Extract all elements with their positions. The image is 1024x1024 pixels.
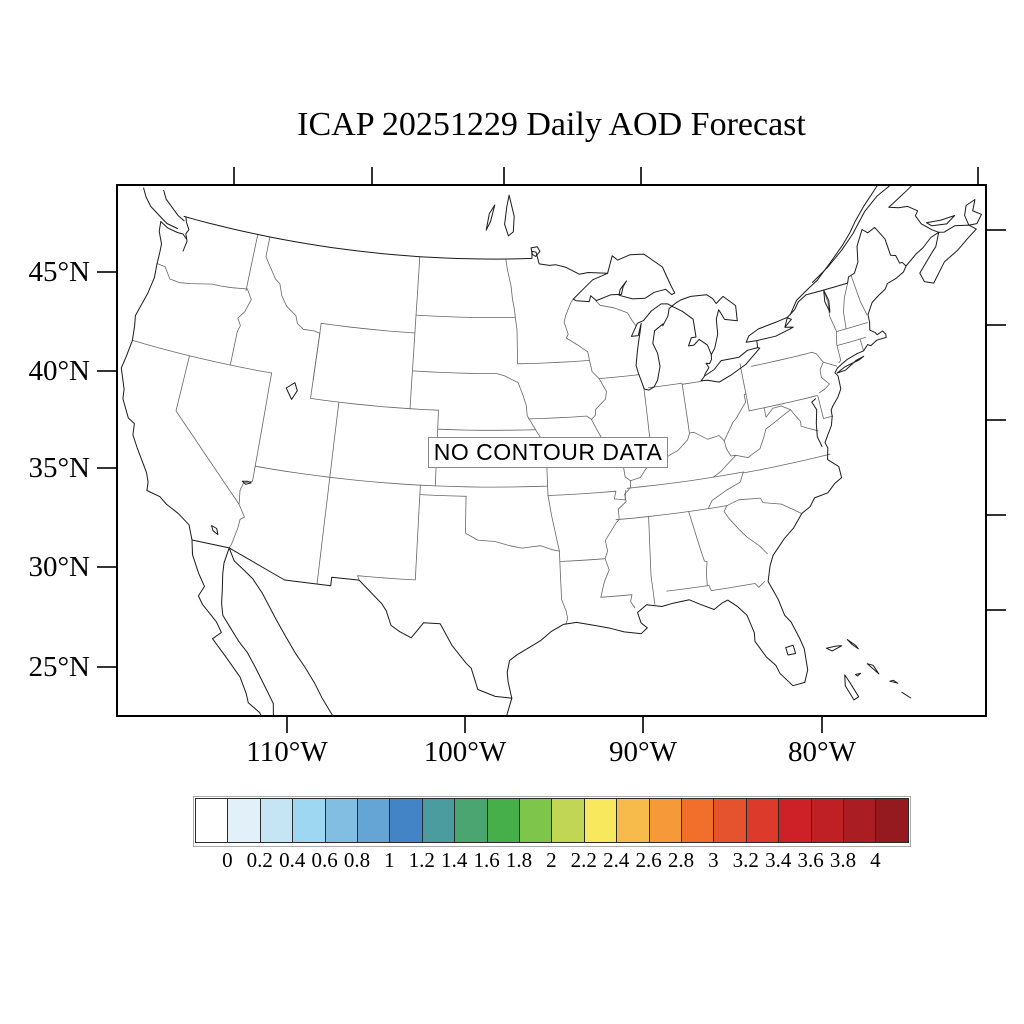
colorbar-tick-label: 0.8 bbox=[343, 848, 371, 872]
lat-tick-label: 30°N bbox=[28, 551, 90, 583]
colorbar-tick-label: 2.2 bbox=[570, 848, 597, 872]
plot-title: ICAP 20251229 Daily AOD Forecast bbox=[297, 106, 806, 143]
lon-tick-label: 90°W bbox=[609, 736, 677, 768]
lat-tick-label: 40°N bbox=[28, 355, 90, 387]
colorbar-cell bbox=[389, 798, 422, 843]
colorbar-tick-label: 2 bbox=[546, 848, 557, 872]
colorbar-cell bbox=[519, 798, 552, 843]
colorbar-cell bbox=[551, 798, 584, 843]
lon-tick-label: 100°W bbox=[423, 736, 507, 768]
colorbar-tick-label: 2.8 bbox=[667, 848, 695, 872]
colorbar-cell bbox=[648, 798, 681, 843]
colorbar-tick-label: 3.6 bbox=[797, 848, 824, 872]
colorbar-tick-label: 1.2 bbox=[408, 848, 435, 872]
colorbar-cell bbox=[195, 798, 228, 843]
colorbar-tick-label: 3 bbox=[708, 848, 719, 872]
colorbar-tick-label: 2.6 bbox=[635, 848, 662, 872]
colorbar-cell bbox=[324, 798, 357, 843]
colorbar-cell bbox=[713, 798, 746, 843]
colorbar-cell bbox=[875, 798, 909, 843]
colorbar-tick-label: 2.4 bbox=[603, 848, 630, 872]
colorbar-tick-label: 1 bbox=[384, 848, 395, 872]
colorbar-cell bbox=[421, 798, 455, 843]
lat-tick-label: 25°N bbox=[28, 651, 90, 683]
colorbar-cell bbox=[227, 798, 260, 843]
colorbar-cell bbox=[259, 798, 293, 843]
colorbar-tick-label: 0.4 bbox=[279, 848, 306, 872]
colorbar-tick-label: 0.6 bbox=[311, 848, 338, 872]
colorbar-tick-label: 0.2 bbox=[246, 848, 273, 872]
colorbar-cell bbox=[616, 798, 649, 843]
colorbar-tick-label: 1.8 bbox=[505, 848, 533, 872]
lon-tick-label: 80°W bbox=[788, 736, 856, 768]
colorbar-cell bbox=[357, 798, 390, 843]
lon-tick-label: 110°W bbox=[246, 736, 328, 768]
no-contour-data-box: NO CONTOUR DATA bbox=[428, 437, 668, 468]
axis-ticks bbox=[97, 167, 1006, 733]
colorbar-cell bbox=[843, 798, 876, 843]
colorbar-tick-label: 3.2 bbox=[732, 848, 759, 872]
colorbar-cell bbox=[583, 798, 617, 843]
colorbar-cell bbox=[454, 798, 487, 843]
colorbar-tick-label: 0 bbox=[222, 848, 233, 872]
colorbar-cell bbox=[292, 798, 325, 843]
map-frame bbox=[116, 184, 987, 717]
colorbar-tick-label: 3.4 bbox=[765, 848, 792, 872]
colorbar-frame bbox=[193, 796, 911, 847]
colorbar-cell bbox=[745, 798, 779, 843]
colorbar-cell bbox=[486, 798, 519, 843]
state-borders bbox=[131, 234, 868, 625]
colorbar-tick-label: 3.8 bbox=[829, 848, 857, 872]
colorbar-tick-label: 1.6 bbox=[473, 848, 500, 872]
coastlines bbox=[120, 185, 982, 716]
colorbar-cell bbox=[681, 798, 714, 843]
lat-tick-label: 45°N bbox=[28, 256, 90, 288]
colorbar-tick-label: 4 bbox=[870, 848, 881, 872]
colorbar-tick-label: 1.4 bbox=[441, 848, 468, 872]
colorbar-cell bbox=[810, 798, 843, 843]
lat-tick-label: 35°N bbox=[28, 452, 90, 484]
colorbar-cell bbox=[778, 798, 811, 843]
